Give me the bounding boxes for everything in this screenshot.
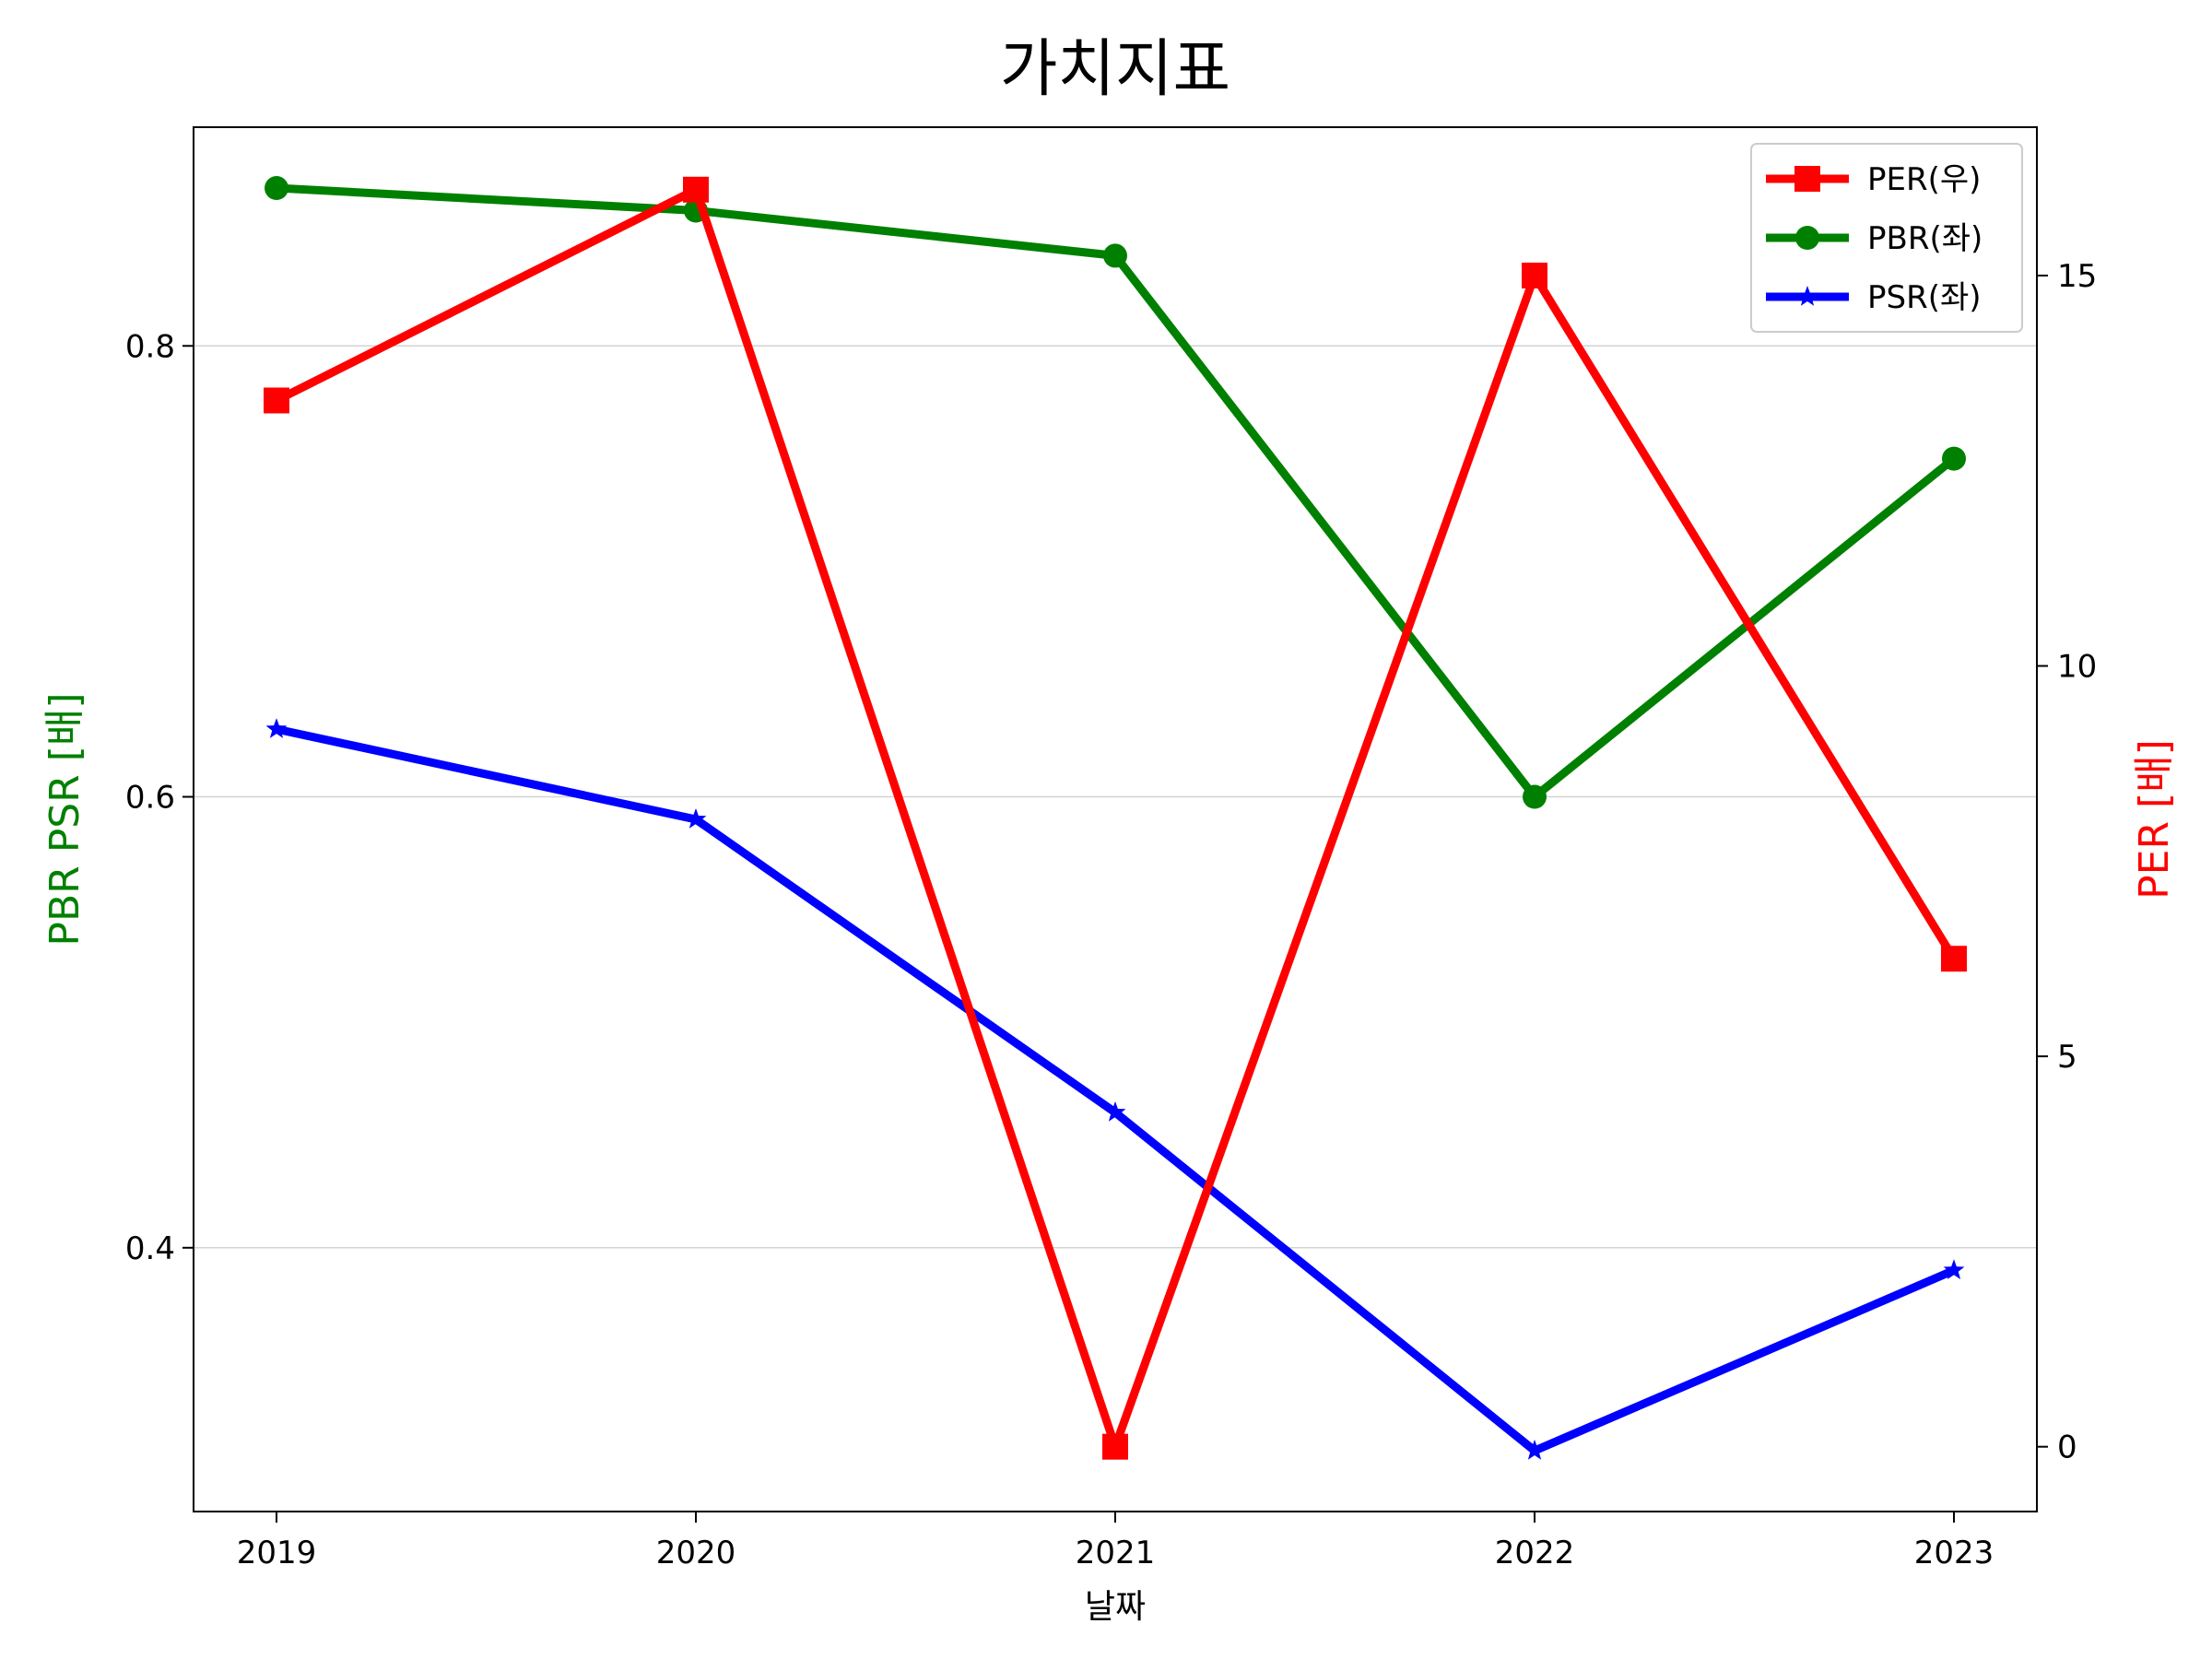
series-2 [265,718,1965,1460]
legend-label: PSR(좌) [1867,279,1982,316]
data-point [1942,446,1966,471]
data-point [1943,1259,1965,1279]
right-tick-label: 5 [2057,1039,2077,1076]
left-tick-label: 0.4 [125,1230,175,1267]
plot-frame [193,126,2038,1512]
data-point [1523,784,1547,809]
legend-label: PER(우) [1867,161,1981,198]
data-point [1522,262,1547,288]
data-point [1524,1440,1546,1460]
legend-marker [1795,226,1819,250]
right-y-axis-label: PER [배] [2131,739,2178,900]
data-point [1103,243,1127,268]
left-y-axis: 0.4 0.6 0.8 [125,328,194,1267]
series-line [272,724,1959,1455]
data-point [685,808,707,829]
legend: PER(우) PBR(좌) PSR(좌) [1750,143,2023,333]
data-point [264,387,289,414]
x-tick-label: 2019 [237,1535,317,1571]
series-layer [264,176,1967,1460]
series-line [272,185,1959,1452]
x-tick-label: 2020 [656,1535,736,1571]
legend-label: PBR(좌) [1867,220,1983,257]
data-point [265,718,288,738]
grid [194,345,2037,1249]
right-tick-label: 0 [2057,1430,2077,1466]
left-y-axis-label: PBR PSR [배] [41,692,88,946]
data-point [265,176,288,201]
data-point [1102,1433,1128,1460]
series-line [272,183,1959,801]
x-tick-label: 2023 [1914,1535,1994,1571]
data-point [683,176,709,203]
legend-marker [1794,166,1820,192]
left-tick-label: 0.6 [125,780,175,817]
data-point [1104,1101,1126,1122]
right-tick-label: 15 [2057,258,2097,295]
right-tick-label: 10 [2057,649,2097,686]
right-y-axis: 0 5 10 15 [2037,258,2097,1466]
series-1 [265,176,1966,809]
chart-title: 가치지표 [1000,33,1230,106]
x-tick-label: 2022 [1495,1535,1575,1571]
series-0 [264,176,1967,1460]
x-axis-label: 날짜 [1085,1588,1146,1626]
data-point [1941,946,1967,972]
left-tick-label: 0.8 [125,328,175,365]
x-tick-label: 2021 [1076,1535,1156,1571]
legend-marker [1796,286,1818,306]
x-axis: 2019 2020 2021 2022 2023 [237,1512,1994,1571]
